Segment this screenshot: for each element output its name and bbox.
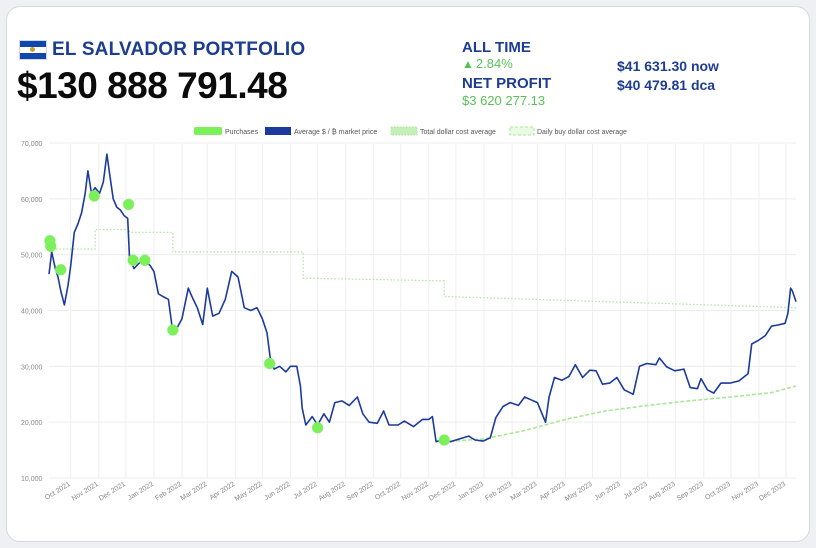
y-tick-label: 70,000 bbox=[21, 141, 43, 148]
y-tick-label: 40,000 bbox=[21, 309, 43, 316]
x-tick-label: Mar 2022 bbox=[180, 481, 209, 503]
daily-dca-line bbox=[444, 385, 797, 443]
net-profit-label: NET PROFIT bbox=[462, 75, 552, 92]
y-tick-label: 60,000 bbox=[21, 197, 43, 204]
x-tick-label: Oct 2023 bbox=[704, 481, 732, 502]
purchase-point bbox=[127, 254, 139, 266]
purchase-point bbox=[438, 434, 450, 446]
legend-label: Total dollar cost average bbox=[420, 129, 496, 136]
legend-swatch-daily-dca bbox=[509, 126, 535, 136]
legend-label: Daily buy dollar cost average bbox=[537, 129, 627, 136]
x-tick-label: Jan 2022 bbox=[127, 481, 155, 502]
purchase-point bbox=[167, 324, 179, 336]
x-tick-label: Oct 2022 bbox=[374, 481, 402, 502]
x-tick-label: Apr 2022 bbox=[209, 481, 237, 502]
x-tick-label: Nov 2022 bbox=[401, 481, 430, 503]
market-price-line bbox=[48, 153, 797, 443]
y-tick-label: 30,000 bbox=[21, 364, 43, 371]
x-tick-label: Jul 2022 bbox=[292, 481, 318, 501]
el-salvador-flag-icon bbox=[19, 40, 47, 60]
purchase-point bbox=[88, 190, 100, 202]
legend-swatch-market-price bbox=[265, 127, 291, 135]
y-tick-label: 20,000 bbox=[21, 420, 43, 427]
legend-swatch-purchases bbox=[194, 127, 222, 135]
purchase-point bbox=[45, 240, 57, 253]
x-tick-label: Oct 2021 bbox=[44, 481, 72, 502]
bitcoin-price-chart: Purchases Average $ / ₿ market price Total… bbox=[21, 126, 797, 503]
all-time-label: ALL TIME bbox=[462, 39, 531, 56]
x-tick-label: Sep 2022 bbox=[346, 481, 375, 503]
purchase-point bbox=[122, 198, 135, 211]
portfolio-value: $130 888 791.48 bbox=[17, 65, 288, 106]
x-tick-label: Aug 2023 bbox=[648, 481, 677, 503]
chart-grid bbox=[49, 142, 796, 479]
purchase-markers bbox=[44, 190, 450, 446]
x-tick-label: Mar 2023 bbox=[510, 481, 539, 503]
x-tick-label: Dec 2022 bbox=[428, 481, 457, 503]
purchase-point bbox=[55, 263, 67, 276]
x-tick-label: May 2023 bbox=[564, 481, 594, 503]
x-tick-label: Jun 2023 bbox=[593, 481, 621, 502]
purchase-point bbox=[311, 422, 324, 434]
purchase-point bbox=[139, 254, 151, 266]
legend-label: Purchases bbox=[225, 129, 259, 136]
x-tick-label: Nov 2023 bbox=[731, 481, 760, 503]
portfolio-card: EL SALVADOR PORTFOLIO $130 888 791.48 AL… bbox=[6, 6, 810, 542]
all-time-change: ▲ 2.84% bbox=[462, 56, 513, 71]
y-axis-ticks: 10,000 20,000 30,000 40,000 50,000 60,000 70,0… bbox=[21, 141, 43, 483]
up-arrow-icon: ▲ bbox=[462, 57, 474, 71]
x-tick-label: Aug 2022 bbox=[318, 481, 347, 503]
portfolio-title: EL SALVADOR PORTFOLIO bbox=[52, 39, 306, 60]
x-tick-label: May 2022 bbox=[234, 481, 264, 503]
y-tick-label: 10,000 bbox=[21, 476, 43, 483]
chart-legend: Purchases Average $ / ₿ market price Total… bbox=[194, 126, 627, 136]
x-tick-label: Jan 2023 bbox=[457, 481, 485, 502]
x-tick-label: Dec 2021 bbox=[98, 481, 127, 503]
purchase-point bbox=[263, 357, 276, 370]
legend-swatch-total-dca bbox=[390, 126, 418, 136]
chart-series bbox=[48, 153, 797, 443]
price-now: $41 631.30 now bbox=[617, 58, 719, 74]
net-profit-value: $3 620 277.13 bbox=[462, 93, 546, 108]
all-time-change-value: 2.84% bbox=[475, 56, 513, 71]
y-tick-label: 50,000 bbox=[21, 253, 43, 260]
x-tick-label: Nov 2021 bbox=[71, 481, 100, 503]
x-tick-label: Feb 2022 bbox=[154, 481, 183, 503]
x-tick-label: Feb 2023 bbox=[484, 481, 513, 503]
x-tick-label: Apr 2023 bbox=[539, 481, 567, 502]
total-dca-line bbox=[49, 228, 797, 309]
x-tick-label: Jun 2022 bbox=[263, 481, 291, 502]
price-dca: $40 479.81 dca bbox=[617, 77, 716, 93]
legend-label: Average $ / ₿ market price bbox=[294, 128, 377, 136]
x-tick-label: Dec 2023 bbox=[758, 481, 787, 503]
x-tick-label: Jul 2023 bbox=[623, 481, 649, 501]
x-tick-label: Sep 2023 bbox=[676, 481, 705, 503]
